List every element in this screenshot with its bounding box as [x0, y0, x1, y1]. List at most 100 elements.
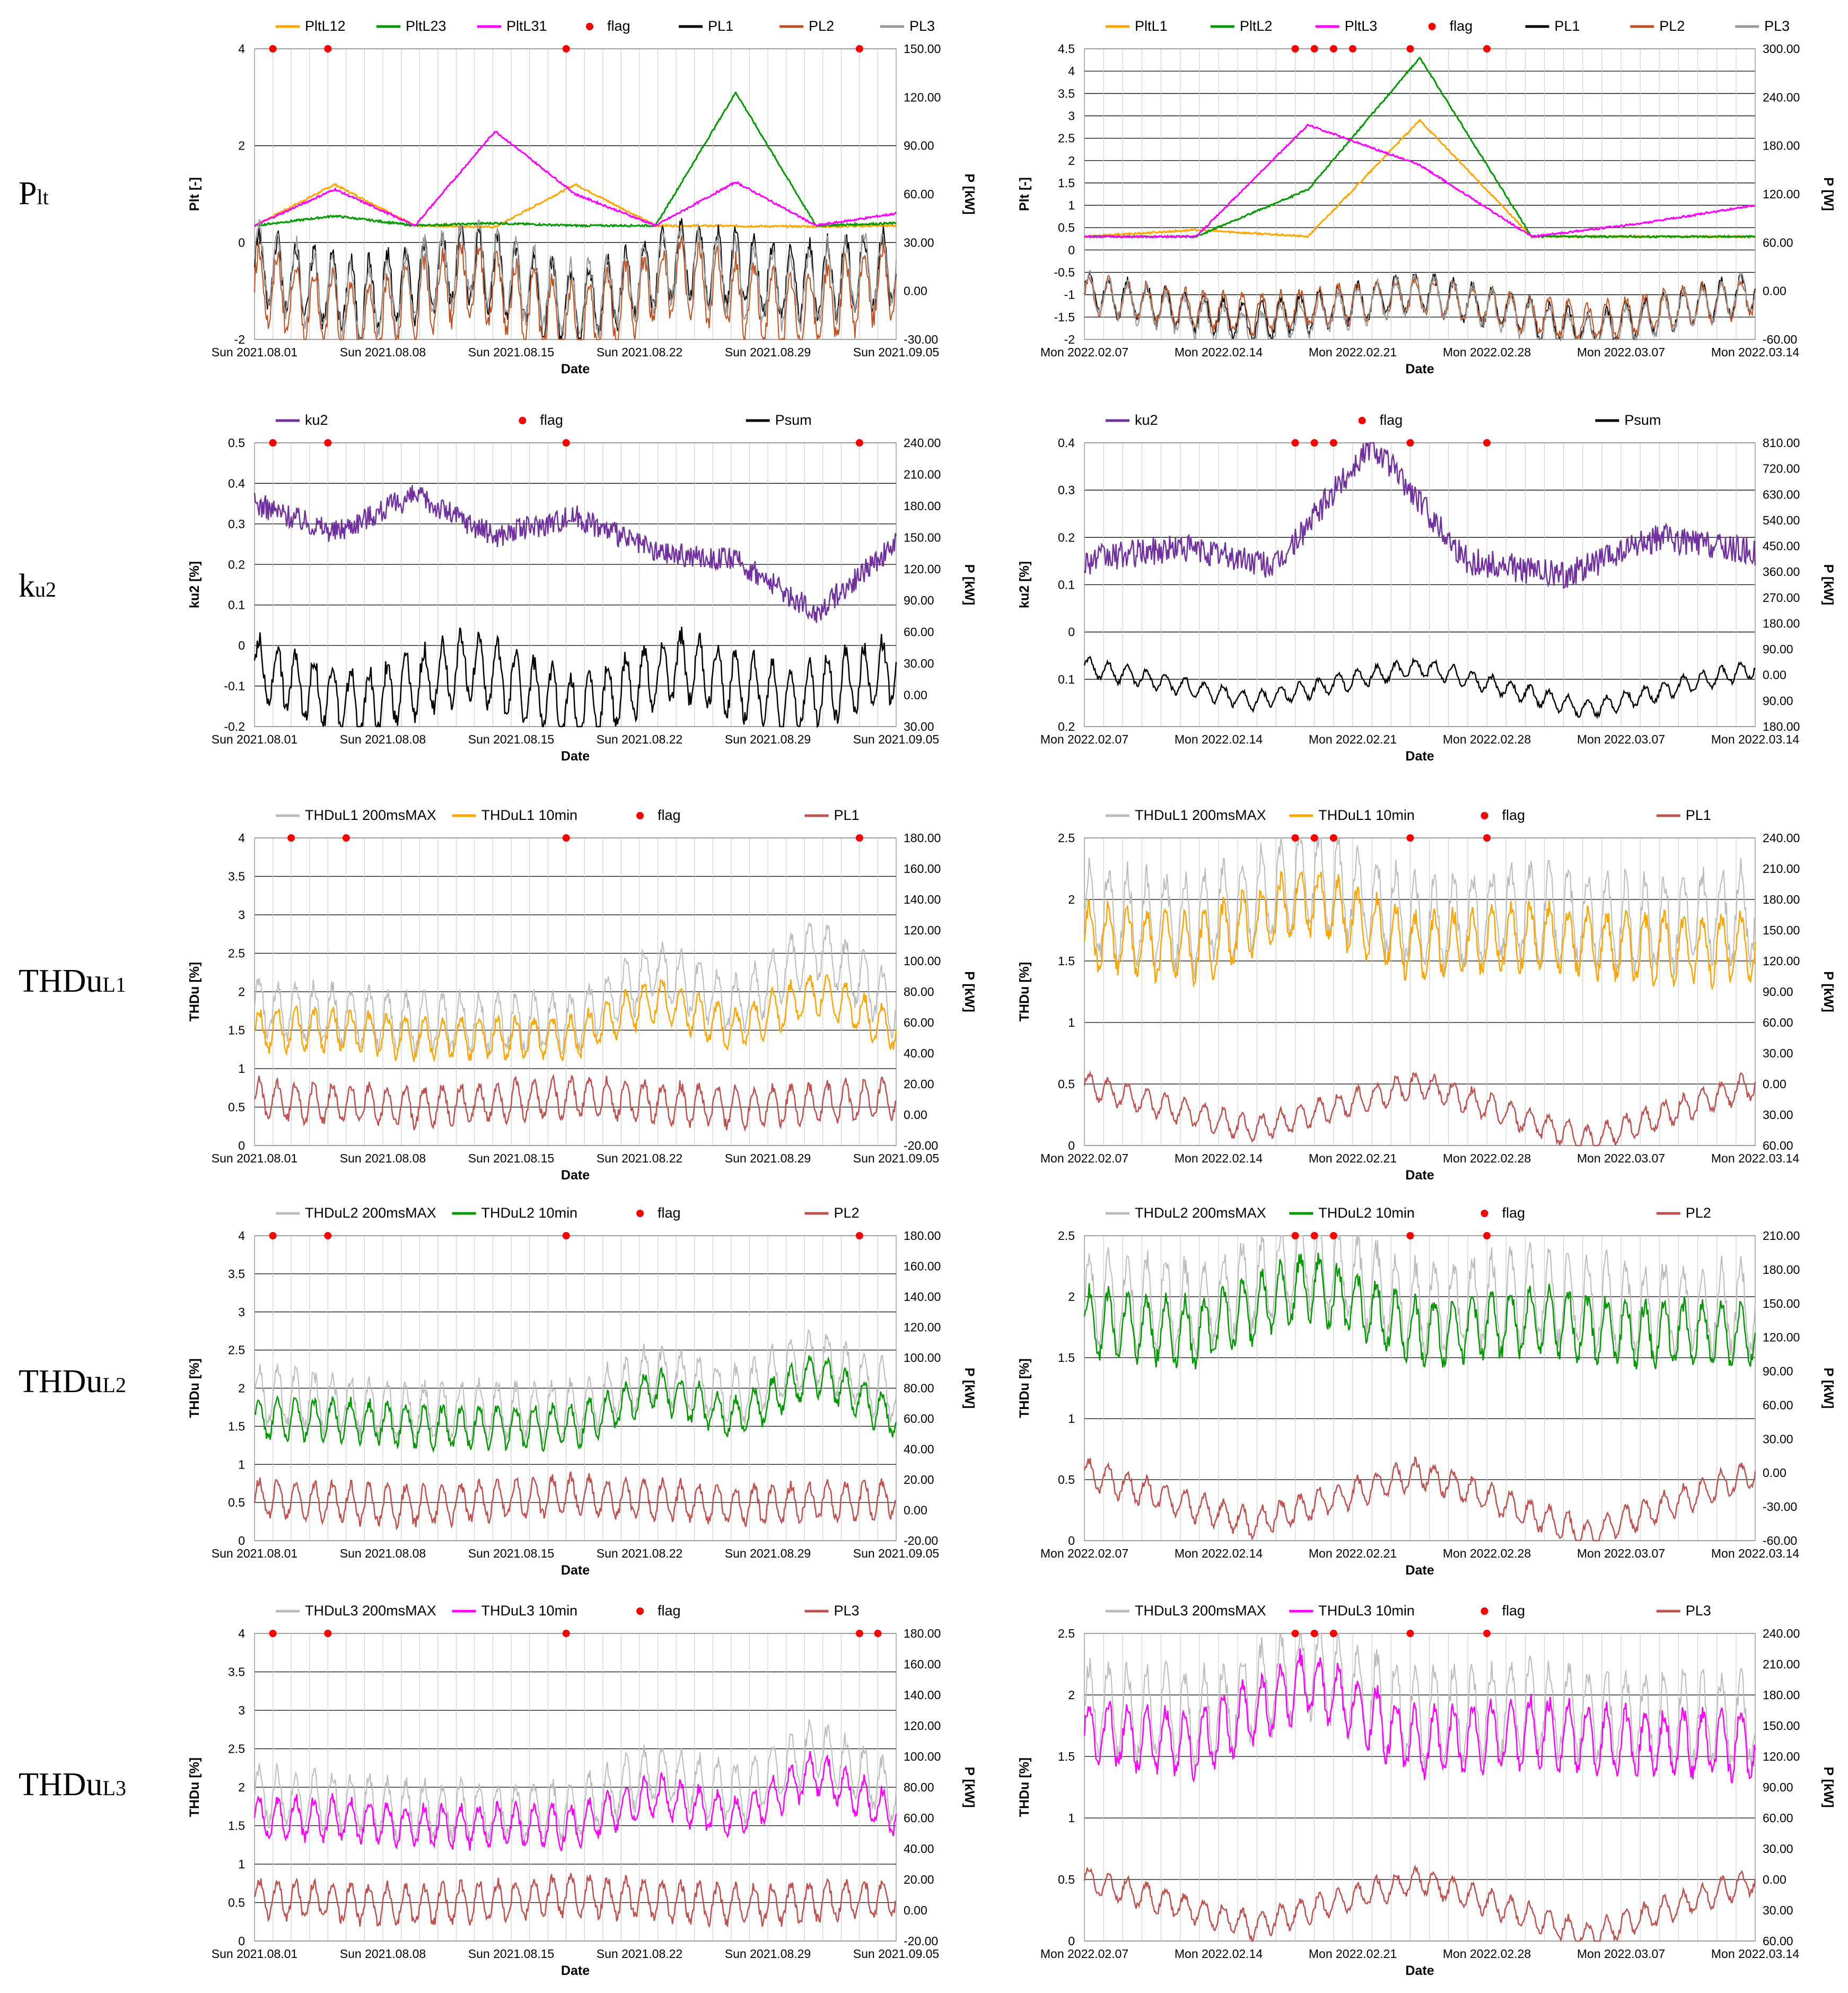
y-tick-label: 0.5: [1058, 1873, 1075, 1886]
y2-tick-label: 270.00: [1763, 591, 1800, 605]
x-tick-label: Sun 2021.09.05: [853, 345, 939, 359]
x-tick-label: Mon 2022.03.14: [1711, 1947, 1799, 1961]
x-tick-label: Mon 2022.02.21: [1309, 732, 1397, 746]
y2-tick-label: -20.00: [904, 1934, 938, 1948]
x-tick-label: Sun 2021.09.05: [853, 1151, 939, 1165]
x-tick-label: Mon 2022.02.21: [1309, 345, 1397, 359]
flag-point: [1310, 1232, 1318, 1239]
thd-max-trace: [1084, 837, 1756, 980]
y2-tick-label: 210.00: [1763, 862, 1800, 876]
legend-entry: Psum: [1624, 412, 1661, 428]
y2-tick-label: 180.00: [1763, 616, 1800, 630]
x-tick-label: Sun 2021.08.29: [725, 1947, 811, 1961]
x-tick-label: Mon 2022.03.07: [1577, 1151, 1665, 1165]
x-axis-label: Date: [561, 749, 590, 764]
y-tick-label: 0.3: [228, 517, 245, 531]
y-tick-label: 0.5: [228, 1100, 245, 1114]
legend-marker: [1481, 812, 1488, 819]
flag-point: [855, 1232, 863, 1239]
legend-entry: PltL2: [1240, 18, 1273, 34]
y-tick-label: 0.5: [228, 1496, 245, 1509]
y-tick-label: 0.3: [1058, 483, 1075, 497]
psum-trace: [1083, 655, 1756, 720]
y-tick-label: 2: [238, 1382, 245, 1395]
y2-tick-label: 540.00: [1763, 513, 1800, 527]
flag-point: [562, 1630, 570, 1637]
legend-marker: [519, 417, 527, 424]
legend-entry: ku2: [305, 412, 328, 428]
legend-marker: [636, 1210, 644, 1217]
x-axis-label: Date: [1405, 1563, 1434, 1578]
flag-point: [1329, 834, 1337, 842]
y2-tick-label: 60.00: [904, 1412, 934, 1426]
legend-entry: flag: [1502, 1603, 1526, 1619]
y2-tick-label: 60.00: [1763, 1016, 1793, 1029]
flag-point: [1291, 834, 1299, 842]
y-tick-label: 1: [1068, 1412, 1075, 1426]
y2-tick-label: 40.00: [904, 1443, 934, 1456]
plot-frame: [254, 1633, 897, 1942]
y-tick-label: 0.2: [1058, 530, 1075, 544]
legend-entry: PL2: [834, 1205, 860, 1221]
y2-tick-label: 30.00: [1763, 1432, 1793, 1446]
y2-tick-label: 0.00: [1763, 284, 1786, 298]
y2-tick-label: 180.00: [904, 499, 941, 513]
y-tick-label: 2.5: [1058, 1229, 1075, 1243]
y2-tick-label: 810.00: [1763, 436, 1800, 450]
y2-axis-label: P [kW]: [1821, 564, 1836, 605]
power-trace: [254, 219, 897, 342]
y-tick-label: 1: [1068, 1811, 1075, 1825]
thd-10min-trace: [1083, 1252, 1756, 1370]
flag-point: [1310, 439, 1318, 447]
y-tick-label: 3.5: [228, 1267, 245, 1281]
y-tick-label: 3: [238, 908, 245, 922]
x-axis-label: Date: [1405, 1168, 1434, 1183]
plot-frame: [1084, 1235, 1756, 1541]
power-trace: [253, 1873, 897, 1928]
x-tick-label: Mon 2022.03.14: [1711, 1546, 1799, 1560]
x-axis-label: Date: [1405, 1963, 1434, 1978]
legend-marker: [1481, 1607, 1488, 1615]
x-tick-label: Sun 2021.08.22: [597, 1947, 682, 1961]
y-tick-label: 1.5: [1058, 1351, 1075, 1365]
y-tick-label: 0.1: [1058, 672, 1075, 686]
y-tick-label: 1.5: [1058, 176, 1075, 190]
y2-tick-label: 180.00: [904, 1229, 941, 1243]
y2-tick-label: 60.00: [1763, 235, 1793, 249]
x-axis-label: Date: [561, 362, 590, 377]
x-tick-label: Mon 2022.02.14: [1175, 1947, 1263, 1961]
legend-marker: [1428, 23, 1436, 30]
y-tick-label: 1: [238, 1062, 245, 1076]
y2-tick-label: 140.00: [904, 1688, 941, 1702]
plot-frame: [1084, 48, 1756, 340]
plt-trace: [1083, 118, 1756, 239]
y2-tick-label: 120.00: [1763, 1331, 1800, 1344]
y-tick-label: 3.5: [228, 870, 245, 884]
legend-entry: THDuL3 10min: [481, 1603, 578, 1619]
y-tick-label: -2: [1064, 333, 1075, 346]
y-axis-label: ku2 [%]: [187, 561, 202, 608]
x-tick-label: Sun 2021.08.15: [468, 732, 554, 746]
legend-entry: PltL23: [406, 18, 446, 34]
y-tick-label: 2.5: [1058, 1627, 1075, 1640]
legend-entry: PL2: [1659, 18, 1685, 34]
y2-tick-label: -60.00: [1763, 1534, 1797, 1548]
x-tick-label: Sun 2021.08.22: [597, 732, 682, 746]
y2-tick-label: 120.00: [904, 562, 941, 576]
y2-tick-label: -20.00: [904, 1534, 938, 1548]
y-axis-label: THDu [%]: [187, 1358, 202, 1418]
x-tick-label: Sun 2021.08.01: [212, 1546, 297, 1560]
y2-tick-label: 0.00: [904, 1504, 927, 1517]
y-tick-label: 0.5: [1058, 1473, 1075, 1487]
y-tick-label: 2.5: [228, 1742, 245, 1756]
row-label-sub: lt: [37, 185, 48, 209]
y-tick-label: 1: [1068, 198, 1075, 212]
legend-entry: PL2: [1686, 1205, 1711, 1221]
x-tick-label: Sun 2021.09.05: [853, 732, 939, 746]
y-tick-label: 0.1: [228, 598, 245, 612]
flag-point: [855, 834, 863, 842]
x-axis-label: Date: [561, 1563, 590, 1578]
x-tick-label: Sun 2021.08.01: [212, 1947, 297, 1961]
x-tick-label: Sun 2021.08.08: [340, 1546, 426, 1560]
power-trace: [253, 1471, 897, 1531]
